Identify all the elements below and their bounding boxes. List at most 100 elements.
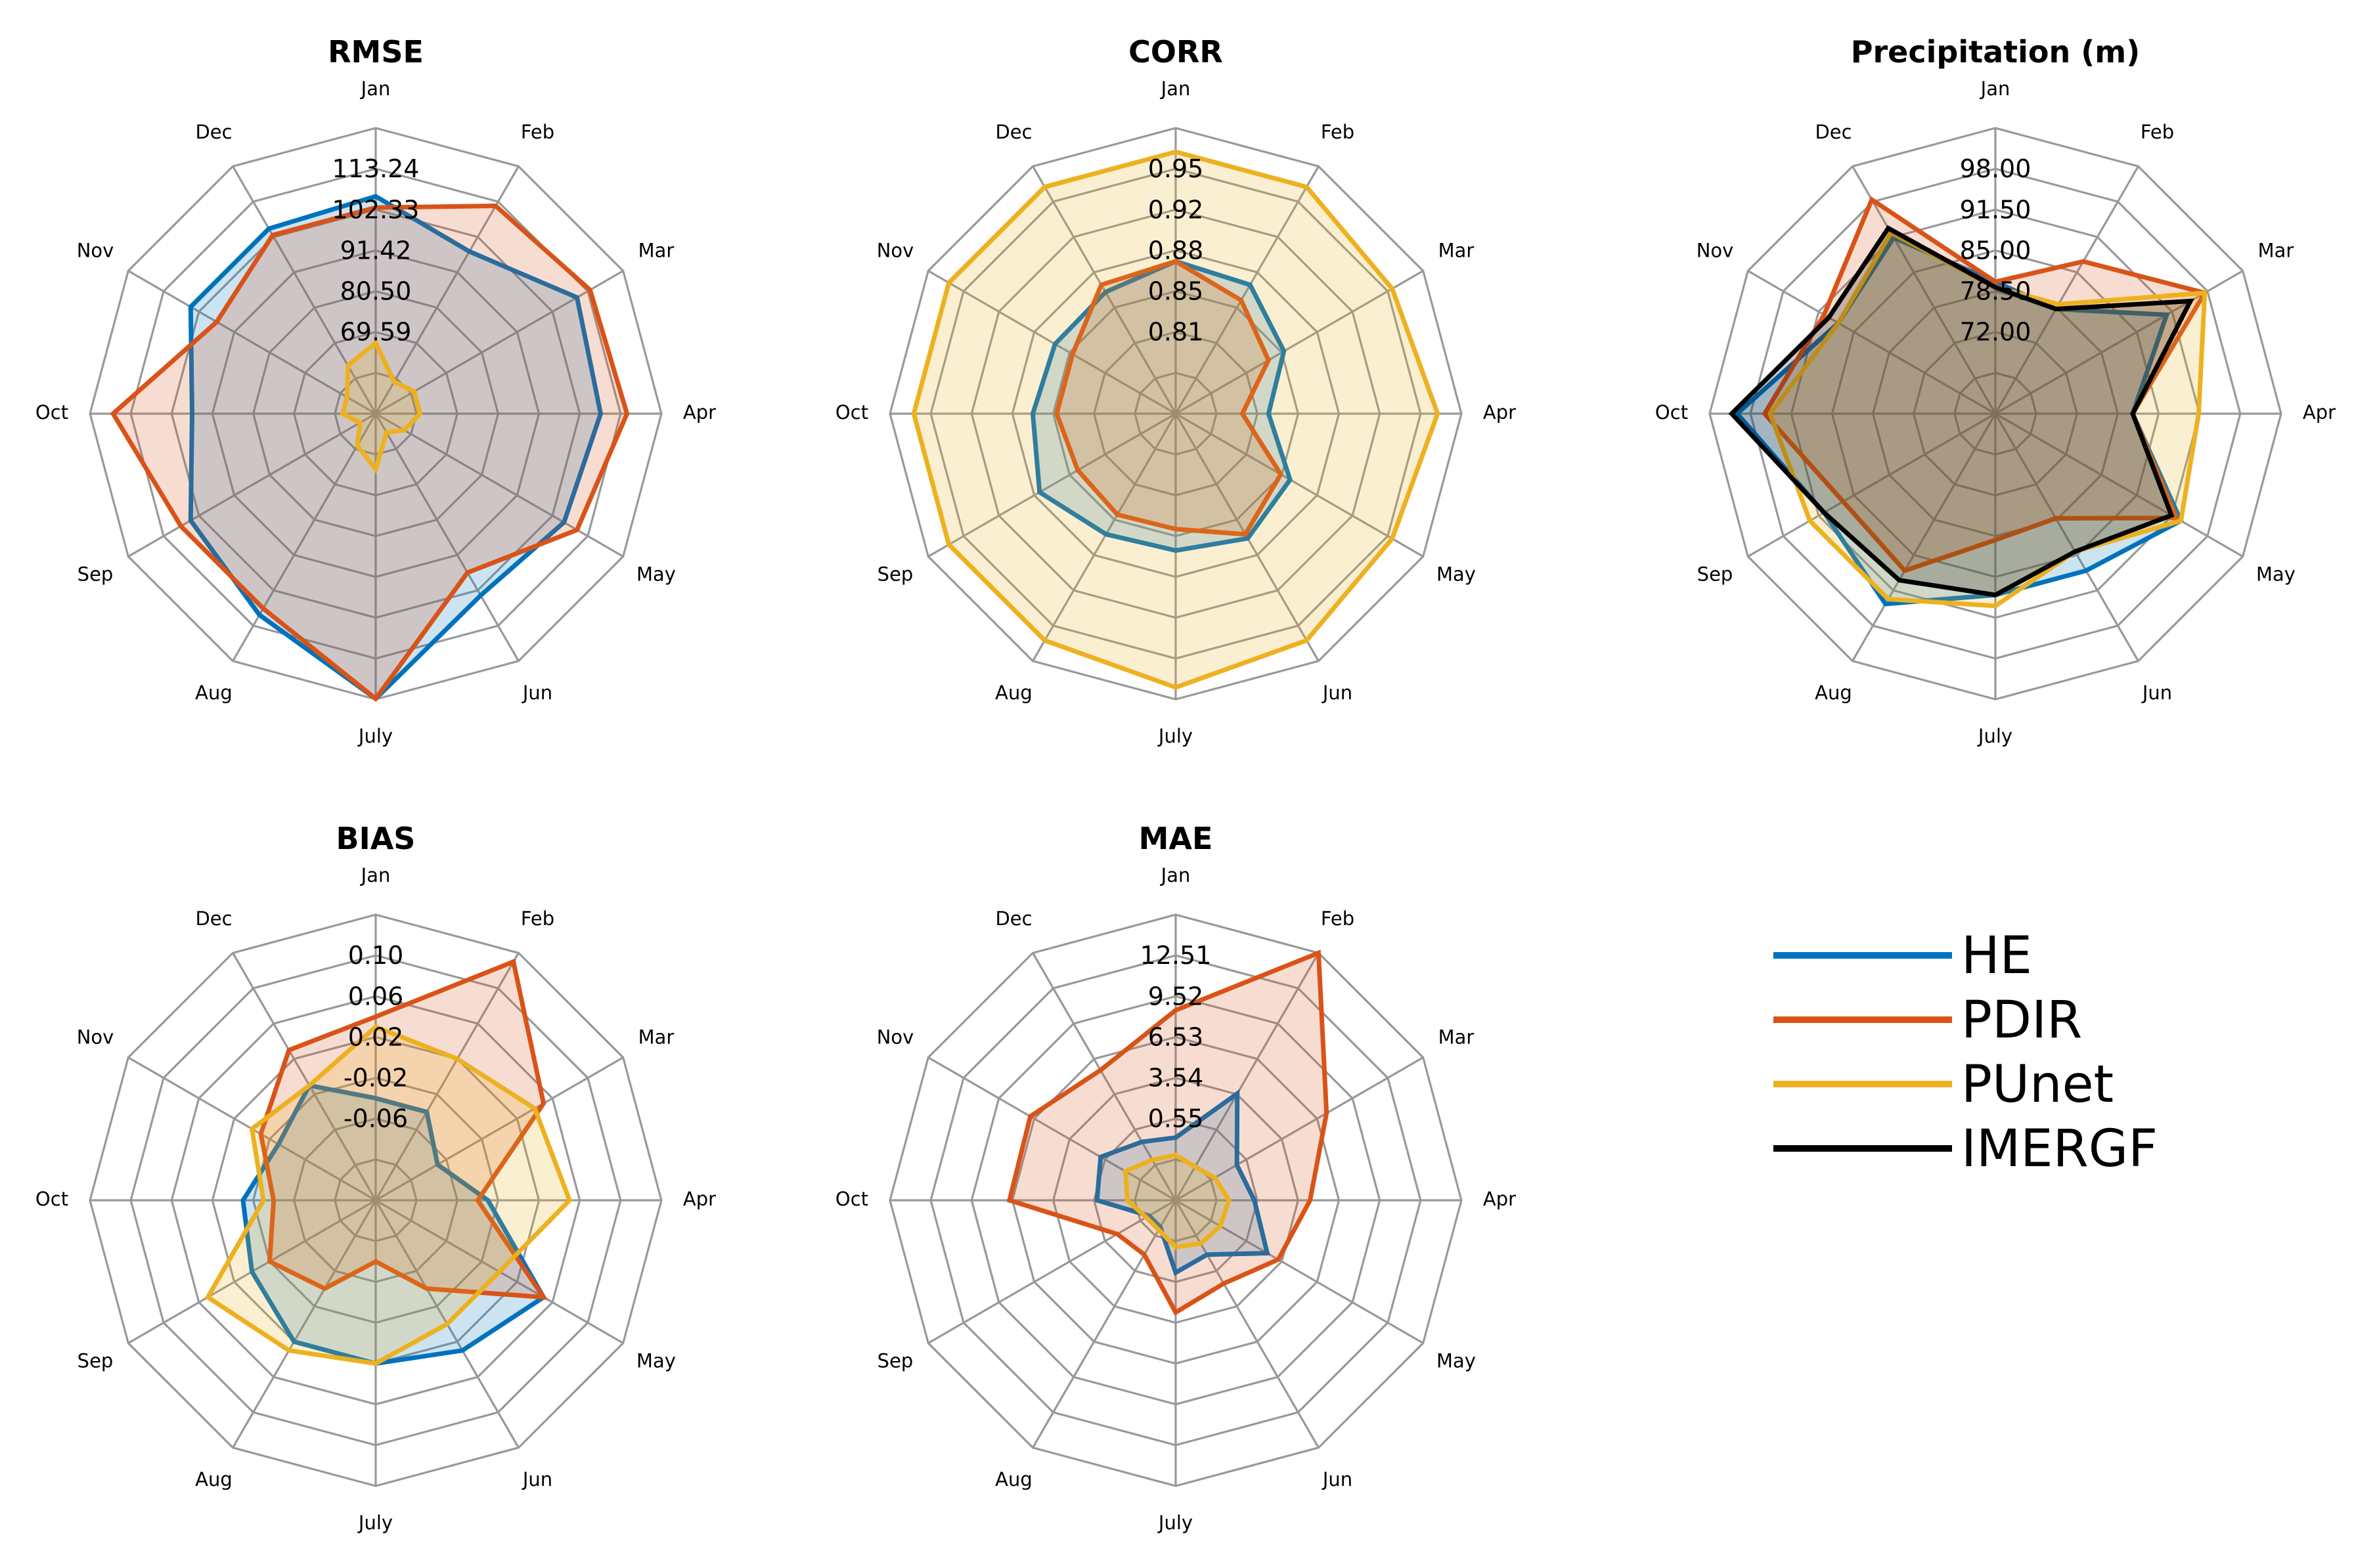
axis-label-jun: Jun — [522, 682, 552, 704]
radial-tick-label: 12.51 — [1140, 941, 1212, 970]
grid-spoke — [1995, 412, 2244, 557]
series-line-pdir — [1006, 949, 1329, 1316]
grid-spoke — [1032, 1200, 1177, 1448]
grid-spoke — [232, 1200, 377, 1448]
series-line-punet — [1767, 230, 2208, 609]
axis-label-jan: Jan — [1160, 864, 1191, 886]
series-line-he — [1094, 1089, 1270, 1276]
radial-tick-label: 80.50 — [340, 277, 412, 306]
axis-label-jun: Jun — [1321, 1468, 1352, 1491]
grid-spoke — [232, 413, 377, 662]
radial-tick-label: 98.00 — [1960, 154, 2031, 183]
radar-chart-mae: Jan Feb Mar Apr May Jun July Aug Sep Oct Nov Dec 0.5… — [835, 821, 1516, 1534]
series-fill-pdir — [1764, 200, 2205, 571]
grid-spoke — [375, 1056, 624, 1202]
axis-label-dec: Dec — [1815, 121, 1852, 143]
legend-label-pdir: PDIR — [1961, 991, 2082, 1050]
axis-label-mar: Mar — [1438, 1026, 1475, 1049]
grid-spoke — [1174, 165, 1320, 414]
radar-chart-rmse: Jan Feb Mar Apr May Jun July Aug Sep Oct Nov Dec 69.… — [35, 34, 716, 747]
axis-label-apr: Apr — [683, 401, 716, 424]
axis-label-aug: Aug — [995, 1468, 1032, 1491]
series-fill-he — [1032, 261, 1291, 551]
axis-label-dec: Dec — [995, 121, 1032, 143]
series-line-punet — [1122, 1152, 1232, 1250]
axis-label-apr: Apr — [2303, 401, 2336, 424]
radial-tick-label: 0.10 — [348, 941, 404, 970]
axis-label-jun: Jun — [2141, 682, 2172, 704]
series-line-punet — [911, 149, 1440, 690]
series-fill-pdir — [261, 961, 544, 1297]
radial-tick-label: 6.53 — [1148, 1022, 1204, 1051]
grid-spoke — [374, 952, 520, 1201]
chart-title: BIAS — [336, 821, 416, 856]
axis-label-jun: Jun — [522, 1468, 552, 1491]
radial-tick-label: -0.06 — [344, 1104, 408, 1133]
series-fill-punet — [342, 343, 420, 469]
axis-label-feb: Feb — [1321, 907, 1354, 930]
radar-chart-bias: Jan Feb Mar Apr May Jun July Aug Sep Oct Nov Dec -0.… — [35, 821, 716, 1534]
series-line-punet — [204, 1024, 573, 1366]
series-line-pdir — [258, 958, 548, 1300]
axis-label-sep: Sep — [78, 563, 114, 586]
radial-tick-label: 0.85 — [1148, 277, 1204, 306]
axis-label-apr: Apr — [683, 1188, 716, 1210]
axis-label-oct: Oct — [35, 401, 68, 424]
grid-spoke — [927, 1199, 1176, 1344]
axis-label-may: May — [2256, 563, 2296, 586]
axis-label-aug: Aug — [995, 682, 1032, 704]
radial-tick-label: 113.24 — [332, 154, 420, 183]
radial-tick-label: 102.33 — [332, 195, 420, 224]
axis-label-dec: Dec — [195, 121, 232, 143]
axis-label-aug: Aug — [195, 682, 233, 704]
radial-tick-label: 0.55 — [1148, 1104, 1204, 1133]
radial-tick-label: 85.00 — [1960, 236, 2031, 265]
axis-label-sep: Sep — [877, 1350, 914, 1372]
radar-charts-group: Jan Feb Mar Apr May Jun July Aug Sep Oct Nov Dec 69.… — [35, 34, 2336, 1534]
axis-label-nov: Nov — [877, 1026, 914, 1049]
legend-label-he: HE — [1961, 926, 2032, 986]
grid-spoke — [1174, 952, 1320, 1201]
axis-label-apr: Apr — [1483, 1188, 1516, 1210]
radial-tick-label: -0.02 — [344, 1064, 408, 1093]
axis-label-sep: Sep — [78, 1350, 114, 1372]
series-line-pdir — [110, 203, 630, 703]
series-fill-punet — [914, 152, 1438, 687]
series-fill-he — [190, 196, 601, 699]
series-fill-pdir — [1009, 953, 1327, 1313]
series-fill-punet — [208, 1026, 570, 1364]
grid-spoke — [375, 412, 624, 557]
radial-tick-label: 0.88 — [1148, 236, 1204, 265]
chart-title: RMSE — [328, 34, 424, 70]
grid-spoke — [232, 952, 377, 1201]
grid-spoke — [1747, 270, 1996, 415]
legend-label-punet: PUnet — [1961, 1055, 2114, 1114]
axis-label-july: July — [1157, 1512, 1193, 1534]
axis-label-oct: Oct — [835, 401, 868, 424]
series-fill-pdir — [1056, 261, 1281, 534]
grid-spoke — [1852, 165, 1997, 414]
axis-label-sep: Sep — [877, 563, 914, 586]
axis-label-may: May — [1436, 1350, 1476, 1372]
axis-label-jun: Jun — [1321, 682, 1352, 704]
radar-chart-corr: Jan Feb Mar Apr May Jun July Aug Sep Oct Nov Dec 0.8… — [835, 34, 1516, 747]
series-fill-he — [1097, 1093, 1268, 1273]
axis-label-july: July — [1157, 725, 1193, 747]
axis-label-jan: Jan — [1980, 77, 2010, 100]
grid-spoke — [1994, 413, 2139, 662]
axis-label-feb: Feb — [521, 907, 554, 930]
axis-label-jan: Jan — [360, 864, 391, 886]
radial-tick-label: 0.81 — [1148, 318, 1204, 347]
grid-spoke — [1175, 270, 1424, 415]
grid-spoke — [1852, 413, 1997, 662]
grid-spoke — [927, 270, 1176, 415]
axis-label-nov: Nov — [77, 1026, 114, 1049]
grid-spoke — [927, 1056, 1176, 1202]
axis-label-feb: Feb — [521, 121, 554, 143]
series-line-punet — [340, 339, 423, 475]
axis-label-may: May — [1436, 563, 1476, 586]
radial-tick-label: 9.52 — [1148, 982, 1204, 1011]
axis-label-aug: Aug — [1815, 682, 1852, 704]
axis-label-feb: Feb — [1321, 121, 1354, 143]
radial-tick-label: 91.50 — [1960, 195, 2031, 224]
